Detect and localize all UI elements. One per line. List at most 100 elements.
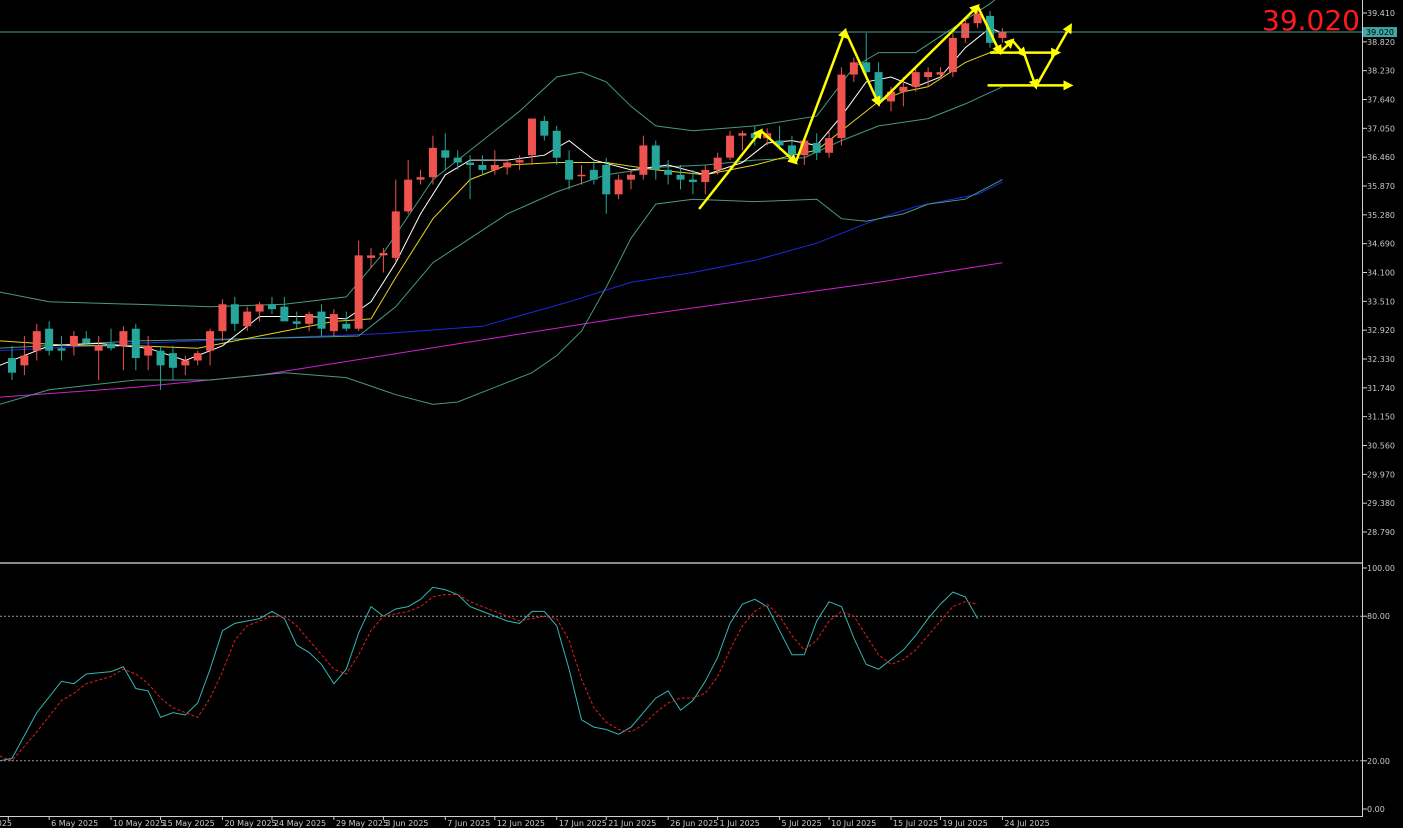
time-tick-label: 24 May 2025 — [274, 819, 326, 828]
candle-body — [627, 174, 635, 180]
price-tick-label: 31.150 — [1367, 413, 1395, 422]
candle-body — [503, 162, 512, 168]
candle-body — [800, 140, 809, 156]
candle-body — [825, 138, 834, 153]
time-tick-label: 1 Jul 2025 — [720, 819, 760, 828]
time-tick-label: 10 May 2025 — [113, 819, 165, 828]
candle-body — [540, 121, 549, 136]
candle-body — [862, 62, 871, 73]
candle-body — [849, 62, 858, 75]
arrow-up-5[interactable] — [1034, 23, 1072, 88]
price-tick-label: 38.230 — [1367, 67, 1395, 76]
price-tick-label: 37.640 — [1367, 96, 1395, 105]
candle-body — [664, 169, 673, 175]
arrow-up-1[interactable] — [698, 128, 763, 210]
candle-body — [404, 179, 413, 212]
arrow-down-2[interactable] — [844, 30, 881, 107]
candle-body — [255, 304, 264, 312]
time-tick-label: 19 Jul 2025 — [943, 819, 988, 828]
price-tick-label: 34.100 — [1367, 269, 1395, 278]
arrow-down-3[interactable] — [976, 5, 1002, 56]
last-price-tag-label: 39.020 — [1366, 28, 1394, 37]
candle-body — [478, 164, 487, 170]
candle-body — [206, 331, 215, 351]
candle-body — [701, 169, 710, 183]
candle-body — [453, 157, 462, 163]
time-tick-label: 5 Jul 2025 — [782, 819, 822, 828]
time-tick-label: 20 May 2025 — [224, 819, 276, 828]
arrow-up-2[interactable] — [794, 27, 848, 163]
arrow-down-5[interactable] — [1023, 54, 1039, 90]
price-tick-label: 31.740 — [1367, 384, 1395, 393]
arrow-up-3[interactable] — [877, 4, 980, 105]
time-tick-label: 26 Jun 2025 — [670, 819, 718, 828]
candle-body — [292, 321, 301, 324]
candle-body — [193, 353, 202, 361]
candle-body — [181, 360, 190, 366]
time-tick-label: 7 Jun 2025 — [447, 819, 490, 828]
price-tick-label: 37.050 — [1367, 124, 1395, 133]
price-tick-label: 32.330 — [1367, 355, 1395, 364]
candle-body — [651, 145, 660, 170]
candle-body — [837, 74, 846, 139]
candle-body — [565, 160, 574, 180]
current-price-large: 39.020 — [1262, 4, 1360, 37]
candle-body — [973, 13, 982, 24]
oscillator-axis[interactable]: 100.00 80.00 20.00 0.00 — [1363, 564, 1395, 814]
candle-body — [466, 162, 475, 165]
price-tick-label: 29.380 — [1367, 499, 1395, 508]
candle-body — [20, 355, 29, 366]
arrow-up-4[interactable] — [999, 38, 1015, 54]
candle-body — [787, 145, 796, 156]
time-tick-label: 6 May 2025 — [51, 819, 98, 828]
candle-body — [82, 338, 91, 344]
candle-body — [775, 140, 784, 146]
time-tick-label: 15 May 2025 — [163, 819, 215, 828]
price-axis[interactable]: 39.410 38.820 38.230 37.640 37.050 36.460 35.8… — [1363, 9, 1397, 537]
candle-body — [998, 32, 1007, 38]
time-tick-label: 12 Jun 2025 — [497, 819, 545, 828]
candle-body — [428, 147, 437, 178]
candle-body — [8, 358, 16, 373]
oscillator-main-line — [0, 586, 979, 762]
oscillator-panel[interactable] — [0, 586, 1363, 762]
candle-body — [230, 304, 239, 324]
candle-body — [527, 118, 536, 156]
candle-body — [676, 174, 685, 180]
candle-body — [32, 331, 41, 351]
time-tick-label: 29 May 2025 — [336, 819, 388, 828]
candle-body — [886, 91, 895, 102]
candle-body — [280, 306, 289, 322]
price-tick-label: 30.560 — [1367, 442, 1395, 451]
time-tick-label: 15 Jul 2025 — [893, 819, 938, 828]
candle-body — [131, 328, 140, 359]
candle-body — [144, 345, 153, 356]
candle-body — [107, 343, 116, 349]
oscillator-tick-label: 100.00 — [1367, 564, 1395, 573]
candle-body — [168, 353, 177, 368]
candle-body — [577, 174, 586, 177]
arrow-down-1[interactable] — [760, 129, 798, 165]
candle-body — [948, 37, 957, 73]
candle-body — [515, 160, 524, 163]
candle-body — [342, 323, 351, 329]
bollinger-lower-line — [0, 179, 1003, 405]
time-tick-label: 2025 — [0, 819, 12, 828]
candle-body — [45, 328, 54, 351]
candle-body — [614, 179, 623, 195]
candle-body — [243, 311, 252, 327]
time-tick-label: 24 Jul 2025 — [1004, 819, 1049, 828]
price-tick-label: 32.920 — [1367, 326, 1395, 335]
candle-body — [329, 314, 338, 332]
price-tick-label: 35.280 — [1367, 211, 1395, 220]
price-tick-label: 38.820 — [1367, 38, 1395, 47]
oscillator-signal-line — [0, 594, 978, 762]
candle-body — [94, 345, 103, 351]
price-panel[interactable] — [0, 0, 1363, 405]
time-tick-label: 21 Jun 2025 — [608, 819, 656, 828]
candle-body — [354, 255, 363, 329]
time-tick-label: 17 Jun 2025 — [559, 819, 607, 828]
